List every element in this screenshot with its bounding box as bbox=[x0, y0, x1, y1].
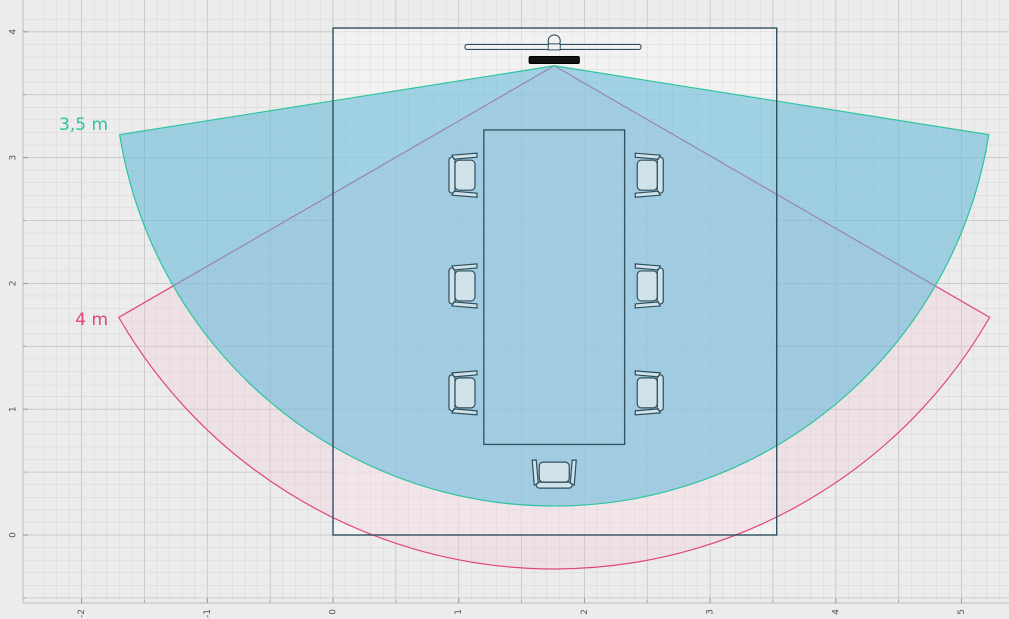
axis-layer: -2 -1 0 1 2 3 4 5 0 1 2 3 4 bbox=[9, 0, 1009, 618]
chair-arm-bottom bbox=[451, 190, 478, 198]
chair bbox=[448, 152, 478, 198]
chair bbox=[634, 263, 664, 309]
chair-backrest bbox=[448, 267, 456, 305]
chair-seat bbox=[636, 270, 658, 302]
chair-arm-top bbox=[634, 190, 662, 198]
chair-arm-top bbox=[451, 152, 478, 160]
label-layer: 4 m 3,5 m bbox=[59, 115, 108, 330]
chair-backrest bbox=[448, 156, 456, 194]
chair-backrest bbox=[535, 481, 573, 489]
chair-seat bbox=[636, 377, 658, 409]
coverage-outline-4m bbox=[117, 65, 991, 570]
x-tick-label: 3 bbox=[706, 609, 716, 615]
x-tick-label: 0 bbox=[329, 609, 339, 615]
camera-bar bbox=[528, 55, 580, 64]
chair-arm-top bbox=[451, 370, 478, 378]
chair-backrest bbox=[656, 267, 664, 305]
y-tick-label: 0 bbox=[9, 532, 19, 538]
chair-arm-top bbox=[634, 301, 662, 309]
chair-arm-bottom bbox=[634, 370, 662, 378]
furniture-layer bbox=[448, 34, 664, 489]
chair bbox=[448, 263, 478, 309]
chair bbox=[634, 370, 664, 416]
chair-arm-top bbox=[531, 459, 539, 487]
x-tick-label: -2 bbox=[77, 609, 87, 618]
x-tick-label: 2 bbox=[580, 609, 590, 615]
x-tick-label: 1 bbox=[454, 609, 464, 615]
chair bbox=[448, 370, 478, 416]
room-outline bbox=[332, 27, 778, 536]
y-tick-label: 4 bbox=[9, 29, 19, 35]
chair-backrest bbox=[656, 156, 664, 194]
conference-table bbox=[483, 129, 626, 446]
display-stand bbox=[547, 43, 561, 51]
display-screen bbox=[464, 34, 642, 51]
chair-seat bbox=[636, 159, 658, 191]
x-tick-label: 4 bbox=[831, 609, 841, 615]
chair-seat bbox=[454, 377, 476, 409]
y-tick-label: 2 bbox=[9, 281, 19, 287]
coverage-fill-35m bbox=[119, 65, 989, 507]
x-tick-label: -1 bbox=[203, 609, 213, 618]
y-tick-label: 3 bbox=[9, 155, 19, 161]
coverage-outline-35m bbox=[119, 65, 990, 507]
chair-arm-bottom bbox=[634, 152, 662, 160]
chair-arm-bottom bbox=[634, 263, 662, 271]
chair-seat bbox=[538, 461, 570, 483]
chair-seat bbox=[454, 159, 476, 191]
y-tick-label: 1 bbox=[9, 406, 19, 412]
chair-seat bbox=[454, 270, 476, 302]
chair bbox=[531, 459, 577, 489]
chair-arm-top bbox=[634, 408, 662, 416]
chair bbox=[634, 152, 664, 198]
chair-backrest bbox=[656, 374, 664, 412]
chair-arm-bottom bbox=[569, 459, 577, 487]
chair-arm-top bbox=[451, 263, 478, 271]
range-label-4m: 4 m bbox=[75, 310, 108, 330]
chair-arm-bottom bbox=[451, 301, 478, 309]
chair-backrest bbox=[448, 374, 456, 412]
chair-arm-bottom bbox=[451, 408, 478, 416]
range-label-35m: 3,5 m bbox=[59, 115, 108, 135]
x-tick-label: 5 bbox=[957, 609, 967, 615]
range-layer bbox=[117, 27, 991, 570]
